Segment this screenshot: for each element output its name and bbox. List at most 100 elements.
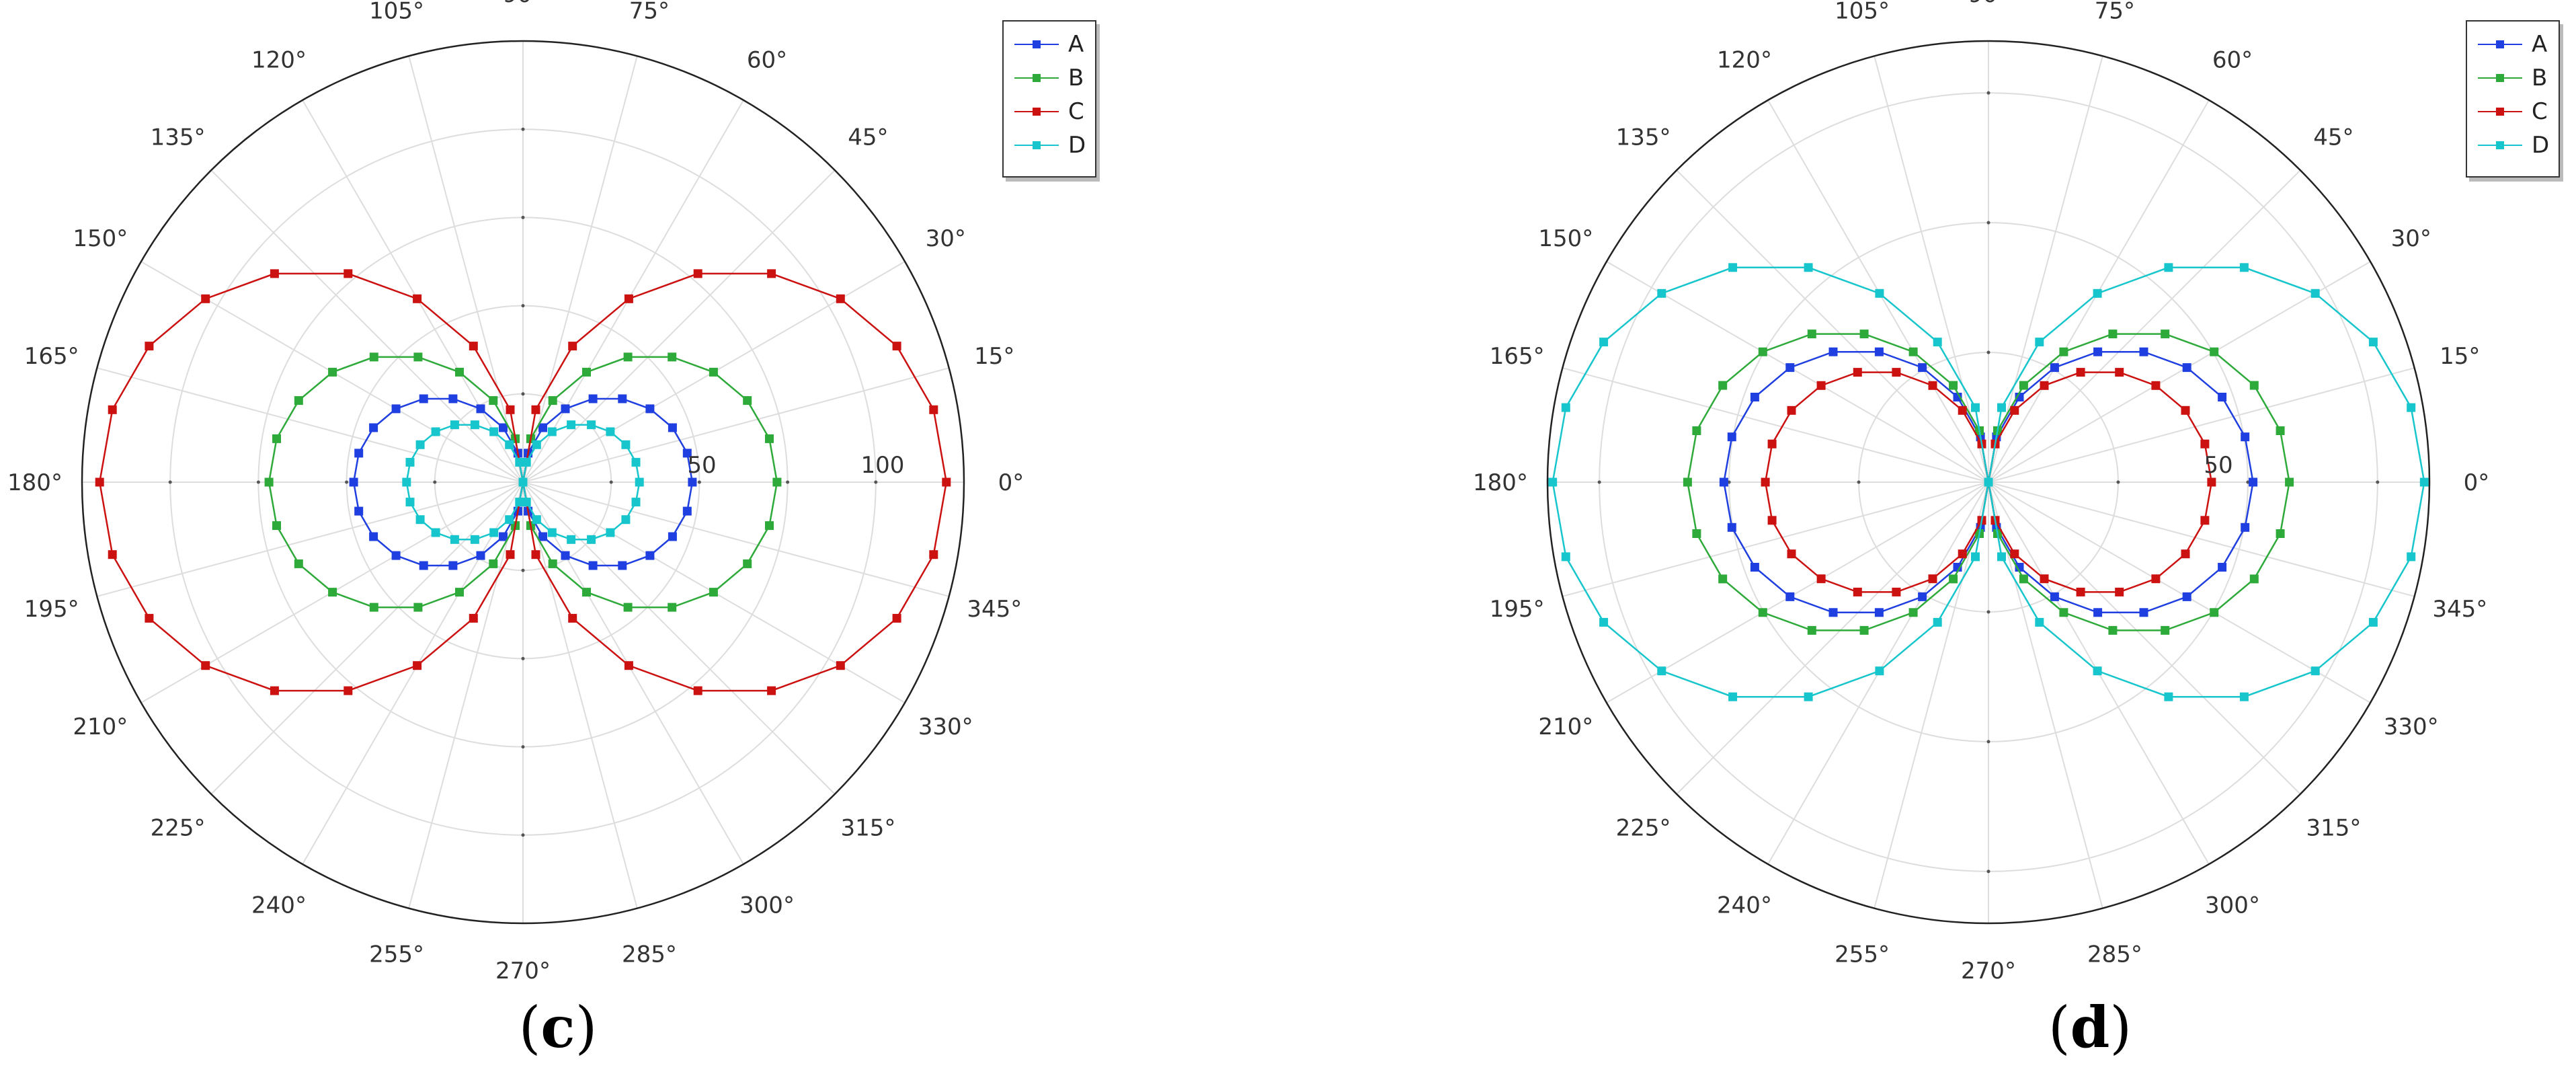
data-point — [354, 506, 364, 516]
data-point — [1727, 523, 1736, 532]
data-point — [1816, 574, 1826, 584]
grid-spoke — [408, 481, 524, 909]
legend-marker — [2496, 108, 2504, 116]
angle-tick-label: 345° — [2432, 596, 2487, 623]
data-point — [1692, 529, 1701, 538]
legend-marker — [1033, 141, 1041, 149]
angle-tick-label: 315° — [840, 814, 895, 841]
data-point — [344, 686, 353, 695]
data-point — [618, 561, 627, 570]
data-point — [518, 477, 528, 487]
data-point — [1785, 363, 1795, 373]
legend-marker — [2496, 141, 2504, 149]
grid-spoke — [522, 100, 744, 483]
data-point — [624, 294, 633, 303]
angle-tick-label: 345° — [967, 596, 1022, 623]
data-point — [450, 535, 459, 544]
data-point — [1953, 563, 1962, 572]
angle-tick-label: 75° — [629, 0, 670, 25]
grid-spoke — [408, 56, 524, 483]
data-point — [2181, 405, 2190, 415]
axis-tick — [345, 480, 349, 484]
series-b — [264, 352, 782, 612]
grid-spoke — [522, 56, 638, 483]
data-point — [538, 532, 547, 541]
data-point — [929, 550, 938, 559]
grid-spoke — [522, 367, 949, 483]
data-point — [1599, 338, 1609, 347]
data-point — [431, 528, 440, 537]
axis-tick — [521, 745, 525, 749]
data-point — [2241, 432, 2250, 442]
data-point — [415, 515, 425, 525]
data-point — [1804, 692, 1813, 701]
data-point — [1859, 625, 1869, 635]
data-point — [1997, 403, 2006, 412]
data-point — [1984, 477, 1993, 487]
data-point — [499, 532, 508, 541]
angle-tick-label: 105° — [369, 0, 424, 25]
data-point — [1599, 617, 1609, 627]
angle-tick-label: 270° — [1961, 958, 2016, 984]
angle-tick-label: 330° — [2384, 713, 2439, 740]
data-point — [270, 269, 279, 278]
data-point — [2210, 347, 2219, 356]
grid-spoke — [1562, 481, 1989, 597]
data-point — [682, 449, 692, 458]
data-point — [2218, 393, 2227, 401]
axis-tick — [1986, 740, 1990, 744]
axis-tick — [521, 656, 525, 660]
angle-tick-label: 60° — [747, 46, 787, 73]
data-point — [2093, 608, 2103, 617]
data-point — [1728, 692, 1738, 701]
data-point — [1787, 405, 1796, 415]
data-point — [2368, 338, 2378, 347]
legend-item-c: C — [2478, 98, 2556, 125]
axis-tick — [1986, 221, 1990, 225]
data-point — [1853, 587, 1862, 596]
data-point — [1997, 552, 2006, 562]
data-point — [201, 661, 210, 670]
data-point — [1692, 426, 1701, 435]
data-point — [264, 477, 274, 487]
data-point — [2059, 347, 2068, 356]
data-point — [567, 420, 576, 430]
data-point — [1958, 405, 1967, 415]
angle-tick-label: 285° — [622, 941, 677, 968]
data-point — [1875, 666, 1884, 676]
data-point — [2241, 523, 2250, 532]
data-point — [2182, 592, 2191, 601]
data-point — [413, 661, 422, 670]
legend-item-d: D — [2478, 132, 2556, 159]
angle-tick-label: 180° — [1473, 469, 1528, 496]
angle-tick-label: 270° — [495, 958, 551, 984]
data-point — [682, 506, 692, 516]
data-point — [2368, 617, 2378, 627]
data-point — [568, 613, 577, 623]
axis-tick — [1986, 350, 1990, 354]
data-point — [2015, 563, 2024, 572]
legend-label: A — [1068, 31, 1084, 58]
grid-spoke — [1988, 481, 2371, 703]
angle-tick-label: 300° — [739, 892, 795, 919]
data-point — [631, 498, 641, 507]
grid-spoke — [1676, 481, 1989, 795]
data-point — [547, 427, 557, 436]
data-point — [405, 457, 415, 467]
data-point — [582, 588, 591, 597]
angle-tick-label: 150° — [73, 225, 128, 252]
axis-tick — [256, 480, 260, 484]
grid-spoke — [522, 169, 836, 483]
data-point — [448, 394, 458, 403]
angle-tick-label: 135° — [151, 124, 206, 151]
axis-tick — [1597, 480, 1601, 484]
grid-spoke — [1988, 481, 2103, 909]
series-c — [1761, 368, 2216, 596]
grid-spoke — [302, 100, 524, 483]
data-point — [1718, 574, 1728, 584]
grid-spoke — [1676, 169, 1989, 483]
data-point — [413, 294, 422, 303]
data-point — [515, 498, 524, 507]
data-point — [1918, 363, 1927, 373]
data-point — [2407, 403, 2416, 412]
